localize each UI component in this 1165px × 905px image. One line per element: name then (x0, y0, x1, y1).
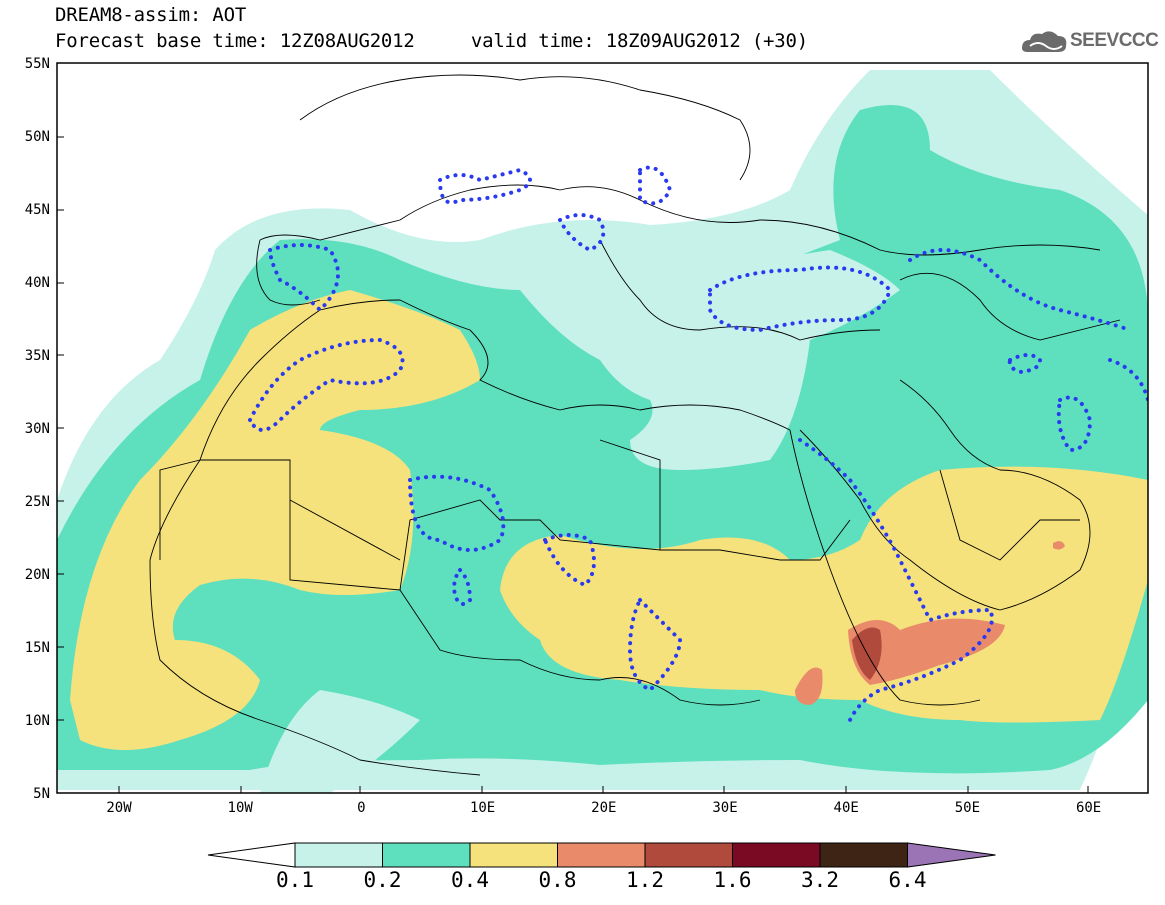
lon-label-10W: 10W (228, 800, 254, 816)
longitude-labels: 20W 10W 0 10E 20E 30E 40E 50E 60E (106, 800, 1101, 816)
dust-contours (247, 165, 1148, 722)
colorbar-max-arrow (907, 842, 996, 868)
lon-label-20E: 20E (591, 800, 616, 816)
lat-label-55N: 55N (25, 56, 50, 72)
lon-label-50E: 50E (955, 800, 980, 816)
lon-label-40E: 40E (834, 800, 859, 816)
colorbar-label: 1.6 (713, 868, 752, 892)
colorbar-label: 3.2 (801, 868, 839, 892)
colorbar-swatch (382, 842, 471, 868)
lat-label-15N: 15N (25, 640, 50, 656)
latitude-labels: 55N 50N 45N 40N 35N 30N 25N 20N 15N 10N 5N (25, 56, 50, 802)
aot-band-0.1-south (260, 690, 420, 793)
lat-label-10N: 10N (25, 713, 50, 729)
colorbar-swatch (557, 842, 646, 868)
colorbar-swatch (294, 842, 383, 868)
colorbar-swatch (819, 842, 908, 868)
lat-label-50N: 50N (25, 129, 50, 145)
colorbar-label: 0.1 (276, 868, 314, 892)
colorbar-label: 1.2 (626, 868, 664, 892)
map-frame (56, 62, 1149, 794)
lat-label-5N: 5N (33, 786, 50, 802)
map-graticule-ticks (57, 136, 1089, 793)
colorbar-label: 0.8 (538, 868, 577, 892)
aot-band-0.8 (848, 618, 1005, 685)
lat-label-40N: 40N (25, 275, 50, 291)
colorbar-min-arrow (207, 842, 296, 868)
aot-band-0.4-west (70, 290, 480, 750)
aot-band-0.4-east (500, 466, 1148, 723)
colorbar-label: 0.2 (363, 868, 402, 892)
colorbar-label: 0.4 (451, 868, 489, 892)
seevccc-logo: SEEVCCC (1070, 30, 1159, 51)
aot-band-0.1-east-med (600, 250, 900, 470)
lat-label-30N: 30N (25, 421, 50, 437)
aot-band-0.8-small (795, 667, 823, 705)
colorbar-label: 6.4 (888, 868, 927, 892)
coastlines (149, 74, 1121, 776)
lon-label-60E: 60E (1076, 800, 1101, 816)
lon-label-20W: 20W (106, 800, 132, 816)
lat-label-35N: 35N (25, 348, 50, 364)
map-title: DREAM8-assim: AOT (55, 4, 247, 26)
colorbar-swatch (469, 842, 558, 868)
lon-label-0: 0 (357, 800, 365, 816)
lon-label-10E: 10E (470, 800, 495, 816)
forecast-time-subtitle: Forecast base time: 12Z08AUG2012 valid t… (55, 30, 809, 52)
colorbar-swatch (732, 842, 821, 868)
lat-label-45N: 45N (25, 202, 50, 218)
lat-label-25N: 25N (25, 494, 50, 510)
colorbar-swatch (644, 842, 733, 868)
lon-label-30E: 30E (712, 800, 737, 816)
cloud-icon (1022, 31, 1067, 52)
aot-band-0.8-oman (1053, 541, 1065, 550)
lat-label-20N: 20N (25, 567, 50, 583)
